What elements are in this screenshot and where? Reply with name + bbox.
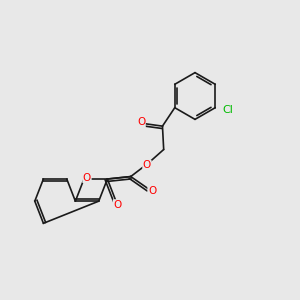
Text: O: O: [148, 186, 156, 196]
Text: Cl: Cl: [223, 105, 234, 115]
Text: O: O: [143, 160, 151, 170]
Text: O: O: [137, 117, 145, 127]
Text: O: O: [113, 200, 122, 210]
Text: O: O: [83, 172, 91, 182]
